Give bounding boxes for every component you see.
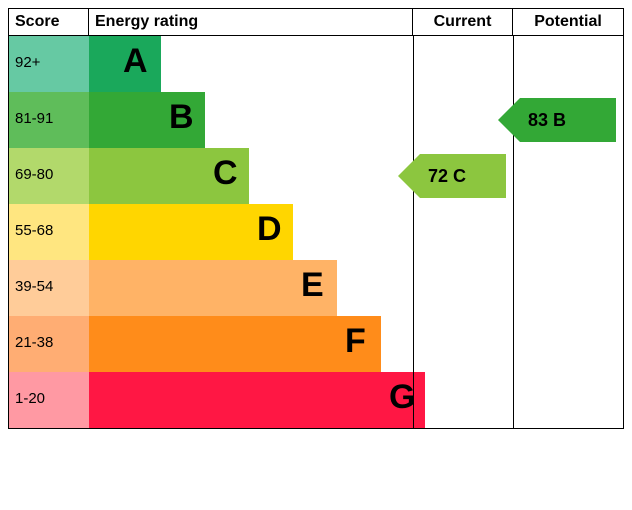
arrow-head-icon <box>498 98 520 142</box>
rating-col: D <box>89 204 413 260</box>
score-label: 55-68 <box>15 222 53 239</box>
header-row: Score Energy rating Current Potential <box>8 8 624 36</box>
rating-bar-f <box>89 316 381 372</box>
score-label: 21-38 <box>15 334 53 351</box>
rating-row-g: 1-20 G <box>9 372 623 428</box>
current-arrow: 72 C <box>398 154 506 198</box>
rating-row-e: 39-54 E <box>9 260 623 316</box>
rating-bar-e <box>89 260 337 316</box>
rating-bar-g <box>89 372 425 428</box>
potential-col <box>513 316 623 372</box>
potential-col <box>513 204 623 260</box>
potential-arrow: 83 B <box>498 98 616 142</box>
score-col: 1-20 <box>9 372 89 428</box>
header-potential: Potential <box>513 9 623 35</box>
current-col <box>413 260 513 316</box>
potential-col <box>513 260 623 316</box>
rating-col: C <box>89 148 413 204</box>
rating-row-a: 92+ A <box>9 36 623 92</box>
rating-col: E <box>89 260 413 316</box>
potential-col <box>513 372 623 428</box>
rating-col: B <box>89 92 413 148</box>
arrow-label: 83 B <box>520 98 616 142</box>
rating-letter: A <box>123 42 148 81</box>
rating-rows: 92+ A 81-91 B 83 B 69-80 C 72 C 55-68 D 39-54 E 21-3… <box>8 36 624 429</box>
score-label: 81-91 <box>15 110 53 127</box>
score-col: 81-91 <box>9 92 89 148</box>
header-score: Score <box>9 9 89 35</box>
rating-letter: D <box>257 210 282 249</box>
score-col: 92+ <box>9 36 89 92</box>
rating-row-b: 81-91 B 83 B <box>9 92 623 148</box>
potential-col: 83 B <box>513 92 623 148</box>
current-col <box>413 36 513 92</box>
rating-col: F <box>89 316 413 372</box>
current-col <box>413 316 513 372</box>
current-col: 72 C <box>413 148 513 204</box>
rating-letter: G <box>389 378 415 417</box>
arrow-head-icon <box>398 154 420 198</box>
rating-letter: E <box>301 266 324 305</box>
arrow-label: 72 C <box>420 154 506 198</box>
rating-letter: F <box>345 322 366 361</box>
rating-row-d: 55-68 D <box>9 204 623 260</box>
header-current: Current <box>413 9 513 35</box>
rating-row-f: 21-38 F <box>9 316 623 372</box>
potential-col <box>513 36 623 92</box>
header-rating: Energy rating <box>89 9 413 35</box>
rating-col: G <box>89 372 413 428</box>
score-label: 1-20 <box>15 390 45 407</box>
score-label: 39-54 <box>15 278 53 295</box>
score-col: 39-54 <box>9 260 89 316</box>
score-label: 69-80 <box>15 166 53 183</box>
score-col: 69-80 <box>9 148 89 204</box>
score-col: 55-68 <box>9 204 89 260</box>
current-col <box>413 204 513 260</box>
rating-row-c: 69-80 C 72 C <box>9 148 623 204</box>
current-col <box>413 372 513 428</box>
rating-letter: C <box>213 154 238 193</box>
potential-col <box>513 148 623 204</box>
epc-chart: Score Energy rating Current Potential 92… <box>8 8 624 429</box>
score-col: 21-38 <box>9 316 89 372</box>
rating-col: A <box>89 36 413 92</box>
rating-letter: B <box>169 98 194 137</box>
score-label: 92+ <box>15 54 40 71</box>
